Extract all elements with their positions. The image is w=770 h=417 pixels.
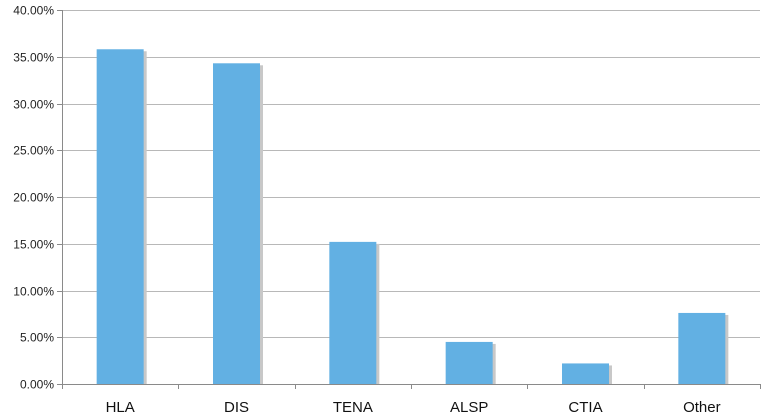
y-tick-label: 15.00% [13,238,54,252]
y-tick-label: 5.00% [20,331,54,345]
bar-tena [329,241,377,384]
y-tick-label: 30.00% [13,98,54,112]
x-tick-label: DIS [224,399,249,416]
gridlines [62,10,760,338]
x-tick-label: CTIA [568,399,602,416]
x-tick-label: TENA [333,399,373,416]
bar-hla [96,49,144,385]
y-tick-label: 40.00% [13,4,54,18]
x-tick-label: HLA [106,399,135,416]
y-tick-label: 0.00% [20,378,54,392]
bar-alsp [445,341,493,384]
x-tick-label: Other [683,399,721,416]
bars [96,49,729,385]
bar-other [678,312,726,384]
axes [57,10,761,389]
y-tick-label: 20.00% [13,191,54,205]
tick-labels: 0.00% 5.00% 10.00% 15.00% 20.00% 25.00% 30.00%… [13,4,720,417]
y-tick-label: 25.00% [13,144,54,158]
y-tick-label: 35.00% [13,51,54,65]
bar-dis [213,63,260,385]
x-tick-label: ALSP [450,399,488,416]
y-tick-label: 10.00% [13,285,54,299]
bar-ctia [562,363,609,384]
